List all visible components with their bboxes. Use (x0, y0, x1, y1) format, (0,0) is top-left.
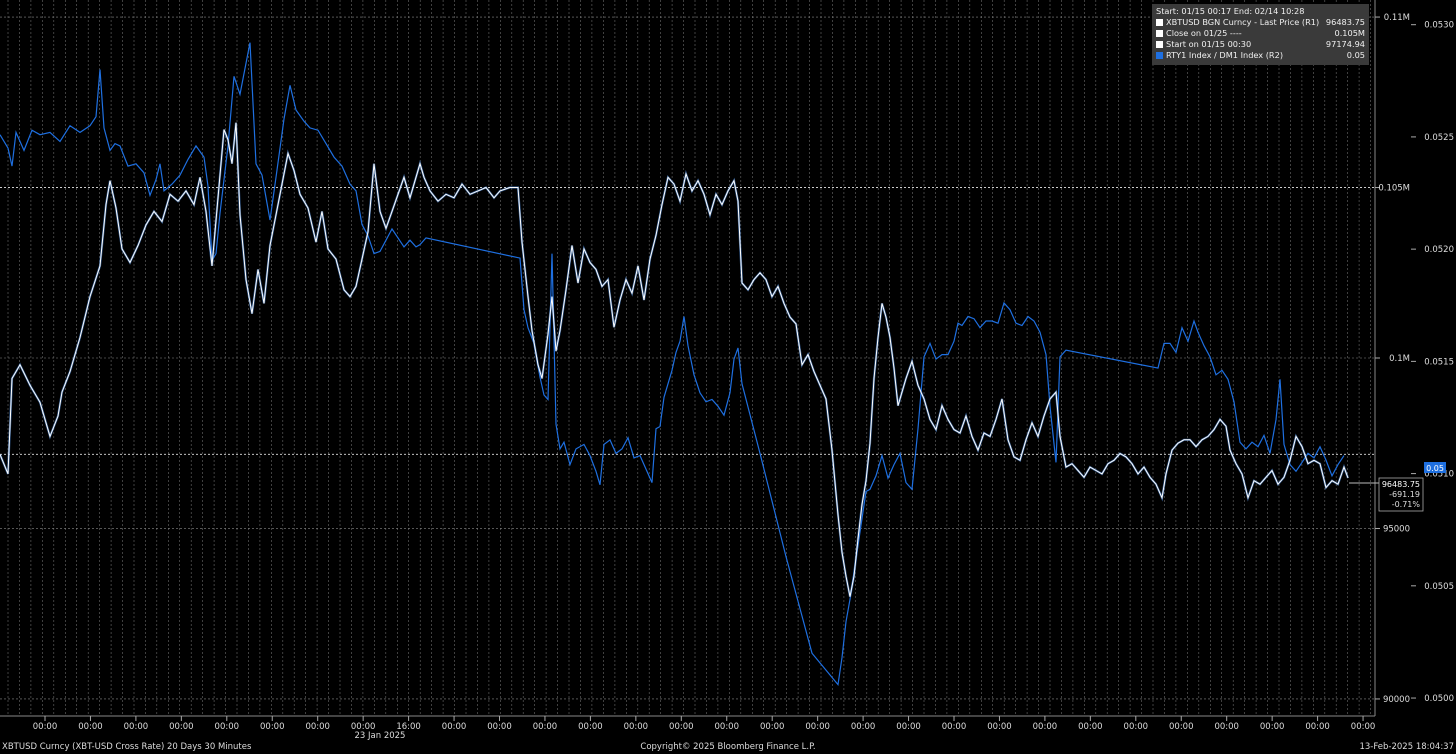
time-axis-label: 00:00 (851, 722, 876, 732)
time-axis-label: 00:00 (78, 722, 103, 732)
time-axis: 00:00 00:00 00:00 00:00 00:00 00:00 00:00 00:00… (33, 716, 1376, 732)
time-axis-label: 00:00 (260, 722, 285, 732)
legend-swatch (1156, 19, 1163, 26)
time-axis-label: 00:00 (1260, 722, 1285, 732)
legend-swatch (1156, 30, 1163, 37)
price-change-pct: -0.71% (1392, 500, 1421, 509)
legend-header-text: Start: 01/15 00:17 End: 02/14 10:28 (1156, 6, 1305, 16)
price-axis-label: 95000 (1383, 524, 1410, 534)
time-axis-label: 00:00 (1124, 722, 1149, 732)
footer-copyright: Copyright© 2025 Bloomberg Finance L.P. (640, 742, 816, 752)
legend-label: RTY1 Index / DM1 Index (R2) (1166, 50, 1284, 60)
price-axis: 90000 95000 0.1M 0.105M 0.11M (1375, 13, 1410, 705)
legend-row[interactable]: XBTUSD BGN Curncy - Last Price (R1) 9648… (1156, 17, 1365, 28)
legend-swatch (1156, 52, 1163, 59)
ratio-last-value: 0.05 (1426, 464, 1444, 473)
ratio-axis-label: 0.0505 (1424, 582, 1454, 592)
time-axis-label: 00:00 (942, 722, 967, 732)
legend-label: Close on 01/25 ---- (1166, 28, 1242, 38)
time-axis-label: 00:00 (715, 722, 740, 732)
legend-label: Start on 01/15 00:30 (1166, 39, 1252, 49)
legend-row[interactable]: Close on 01/25 ---- 0.105M (1156, 28, 1365, 39)
time-axis-label: 00:00 (533, 722, 558, 732)
chart-legend: Start: 01/15 00:17 End: 02/14 10:28 XBTU… (1152, 4, 1369, 65)
time-axis-label: 16:00 (396, 722, 421, 732)
time-axis-label: 00:00 (487, 722, 512, 732)
legend-value: 0.05 (1346, 50, 1365, 60)
time-axis-label: 00:00 (669, 722, 694, 732)
time-axis-label: 00:00 (624, 722, 649, 732)
time-axis-label: 00:00 (305, 722, 330, 732)
legend-row[interactable]: Start on 01/15 00:30 97174.94 (1156, 39, 1365, 50)
time-axis-label: 00:00 (1078, 722, 1103, 732)
price-axis-label: 0.1M (1389, 354, 1410, 364)
price-axis-label: 0.105M (1378, 184, 1410, 194)
time-axis-label: 00:00 (1305, 722, 1330, 732)
time-axis-label: 00:00 (1214, 722, 1239, 732)
time-axis-label: 00:00 (578, 722, 603, 732)
ratio-axis-label: 0.0525 (1424, 133, 1454, 143)
ratio-last-badge (1424, 462, 1446, 473)
time-axis-label: 00:00 (896, 722, 921, 732)
reference-lines (0, 187, 1375, 455)
legend-label: XBTUSD BGN Curncy - Last Price (R1) (1166, 17, 1320, 27)
time-axis-label: 00:00 (442, 722, 467, 732)
time-axis-label: 00:00 (169, 722, 194, 732)
price-axis-label: 90000 (1383, 695, 1410, 705)
legend-swatch (1156, 41, 1163, 48)
time-axis-label: 00:00 (124, 722, 149, 732)
price-last-badge (1378, 477, 1424, 512)
legend-value: 96483.75 (1325, 17, 1365, 27)
price-axis-label: 0.11M (1384, 13, 1410, 23)
ratio-axis-label: 0.0520 (1424, 245, 1454, 255)
time-axis-label: 00:00 (987, 722, 1012, 732)
ratio-axis-label: 0.0530 (1424, 21, 1454, 31)
time-axis-label: 00:00 (1033, 722, 1058, 732)
time-axis-label: 00:00 (760, 722, 785, 732)
time-axis-label: 00:00 (33, 722, 58, 732)
time-axis-label: 00:00 (1169, 722, 1194, 732)
time-axis-label: 00:00 (215, 722, 240, 732)
legend-row[interactable]: RTY1 Index / DM1 Index (R2) 0.05 (1156, 50, 1365, 61)
footer-timestamp: 13-Feb-2025 18:04:37 (1359, 742, 1454, 752)
time-axis-label: 00:00 (1351, 722, 1376, 732)
x-date-label: 23 Jan 2025 (355, 731, 406, 741)
ratio-axis-label: 0.0510 (1424, 470, 1454, 480)
series-line-price (0, 122, 1349, 597)
legend-header: Start: 01/15 00:17 End: 02/14 10:28 (1156, 6, 1365, 17)
ratio-axis-label: 0.0515 (1424, 357, 1454, 367)
time-axis-label: 00:00 (805, 722, 830, 732)
price-change: -691.19 (1389, 490, 1420, 499)
ratio-axis: 0.0500 0.0505 0.0510 0.0515 0.0520 0.0525 0.05… (1411, 21, 1454, 704)
price-last-value: 96483.75 (1382, 480, 1420, 489)
footer-security-description: XBTUSD Curncy (XBT-USD Cross Rate) 20 Da… (2, 742, 252, 752)
legend-value: 0.105M (1334, 28, 1365, 38)
ratio-axis-label: 0.0500 (1424, 694, 1454, 704)
legend-value: 97174.94 (1325, 39, 1365, 49)
time-axis-label: 00:00 (351, 722, 376, 732)
